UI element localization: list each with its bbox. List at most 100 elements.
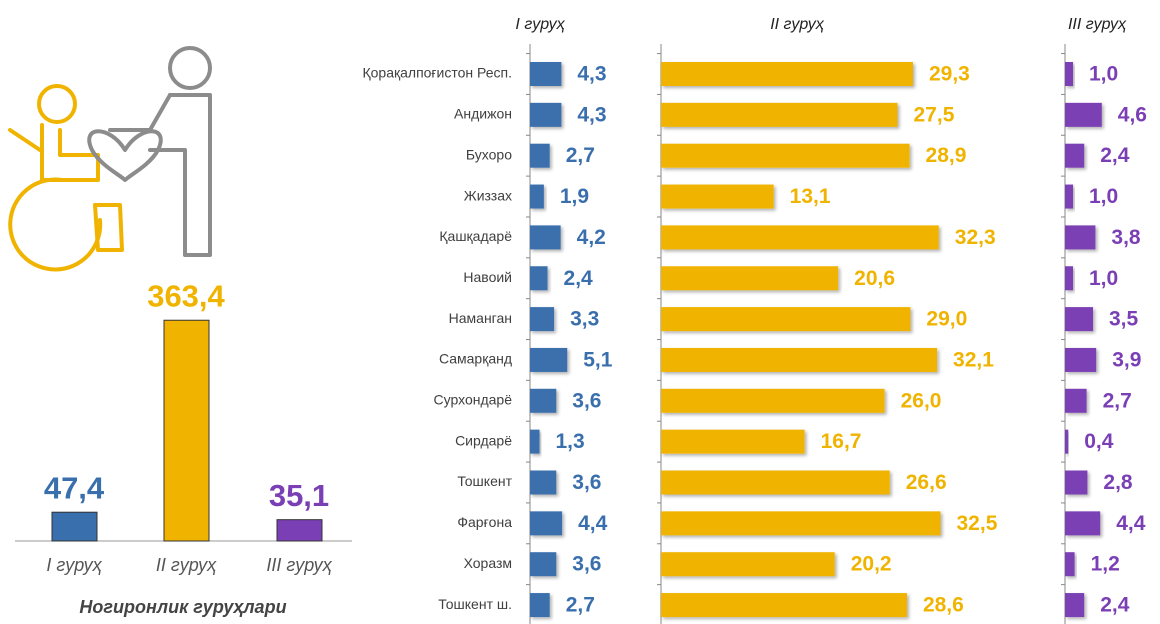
data-label: 4,4 bbox=[578, 512, 608, 535]
bar bbox=[530, 347, 568, 372]
bar bbox=[661, 62, 913, 86]
bar bbox=[276, 519, 323, 542]
data-label: 26,6 bbox=[906, 471, 947, 494]
bar bbox=[530, 388, 557, 413]
bar bbox=[661, 388, 885, 413]
x-tick-label: I гуруҳ bbox=[46, 555, 102, 575]
bar bbox=[661, 266, 839, 291]
bar bbox=[1065, 184, 1073, 209]
bar bbox=[530, 470, 557, 495]
data-label: 1,9 bbox=[560, 185, 589, 208]
bar bbox=[1065, 388, 1087, 413]
data-label: 3,6 bbox=[572, 471, 601, 494]
data-label: 32,3 bbox=[955, 226, 996, 249]
bar bbox=[530, 102, 562, 127]
data-label: 4,3 bbox=[577, 63, 606, 86]
bar bbox=[661, 143, 910, 168]
bar bbox=[530, 429, 540, 454]
bar bbox=[530, 307, 555, 332]
data-label: 1,0 bbox=[1089, 185, 1118, 208]
data-label: 29,3 bbox=[929, 63, 970, 86]
data-label: 28,6 bbox=[923, 594, 964, 617]
data-label: 2,4 bbox=[1100, 144, 1130, 167]
bar bbox=[1065, 143, 1085, 168]
bar bbox=[51, 511, 98, 542]
bar bbox=[530, 511, 563, 536]
data-label: 2,7 bbox=[1103, 389, 1132, 412]
data-label: 4,3 bbox=[577, 103, 606, 126]
data-label: 2,4 bbox=[564, 267, 594, 290]
bar bbox=[1065, 347, 1097, 372]
y-tick-label: Тошкент bbox=[457, 473, 512, 489]
data-label: 35,1 bbox=[269, 478, 329, 513]
data-label: 3,6 bbox=[572, 553, 601, 576]
x-tick-label: III гуруҳ bbox=[266, 555, 332, 575]
bar bbox=[530, 62, 562, 86]
bar bbox=[661, 225, 939, 250]
bar bbox=[661, 470, 890, 495]
bar bbox=[530, 225, 561, 250]
bar bbox=[530, 143, 550, 168]
data-label: 2,7 bbox=[566, 594, 595, 617]
data-label: 5,1 bbox=[583, 348, 613, 371]
y-tick-label: Сурхондарё bbox=[434, 392, 513, 408]
bar bbox=[661, 593, 907, 618]
bar bbox=[661, 102, 898, 127]
bar bbox=[163, 319, 210, 542]
bar bbox=[1065, 470, 1088, 495]
bar bbox=[530, 552, 557, 577]
data-label: 32,5 bbox=[957, 512, 998, 535]
y-tick-label: Қорақалпоғистон Респ. bbox=[362, 65, 512, 81]
bar bbox=[530, 593, 550, 618]
bar bbox=[661, 184, 774, 209]
data-label: 2,4 bbox=[1100, 594, 1130, 617]
data-label: 26,0 bbox=[901, 389, 942, 412]
data-label: 3,9 bbox=[1112, 348, 1141, 371]
data-label: 363,4 bbox=[147, 278, 225, 313]
data-label: 3,3 bbox=[570, 308, 599, 331]
data-label: 20,2 bbox=[851, 553, 892, 576]
bar bbox=[1065, 511, 1101, 536]
y-tick-label: Самарқанд bbox=[439, 351, 512, 367]
bar bbox=[661, 347, 938, 372]
data-label: 4,6 bbox=[1118, 103, 1147, 126]
y-tick-label: Наманган bbox=[449, 310, 512, 326]
bar bbox=[1065, 266, 1073, 291]
bar bbox=[661, 511, 941, 536]
y-tick-label: Жиззах bbox=[464, 187, 512, 203]
bar bbox=[530, 266, 548, 291]
data-label: 1,3 bbox=[555, 430, 584, 453]
data-label: 4,4 bbox=[1116, 512, 1146, 535]
data-label: 2,8 bbox=[1103, 471, 1133, 494]
y-tick-label: Сирдарё bbox=[455, 432, 512, 448]
bar bbox=[1065, 593, 1085, 618]
y-tick-label: Фарғона bbox=[457, 514, 512, 530]
bar bbox=[661, 429, 805, 454]
data-label: 0,4 bbox=[1084, 430, 1114, 453]
x-tick-label: II гуруҳ bbox=[156, 555, 217, 575]
data-label: 13,1 bbox=[790, 185, 831, 208]
icon bbox=[8, 46, 212, 272]
panel-title: I гуруҳ bbox=[515, 16, 565, 33]
data-label: 16,7 bbox=[821, 430, 862, 453]
y-tick-label: Андижон bbox=[454, 106, 512, 122]
data-label: 3,6 bbox=[572, 389, 601, 412]
data-label: 1,2 bbox=[1091, 553, 1120, 576]
y-tick-label: Бухоро bbox=[466, 146, 512, 162]
data-label: 2,7 bbox=[566, 144, 595, 167]
data-label: 1,0 bbox=[1089, 63, 1118, 86]
bar bbox=[530, 184, 544, 209]
bar bbox=[661, 552, 835, 577]
bar bbox=[1065, 225, 1096, 250]
bar bbox=[1065, 102, 1102, 127]
data-label: 32,1 bbox=[953, 348, 994, 371]
data-label: 3,5 bbox=[1109, 308, 1139, 331]
y-tick-label: Хоразм bbox=[464, 555, 512, 571]
data-label: 29,0 bbox=[926, 308, 967, 331]
y-tick-label: Қашқадарё bbox=[439, 228, 512, 244]
x-axis-label: Ногиронлик гуруҳлари bbox=[79, 597, 286, 617]
data-label: 27,5 bbox=[914, 103, 955, 126]
data-label: 1,0 bbox=[1089, 267, 1118, 290]
bar bbox=[1065, 552, 1075, 577]
